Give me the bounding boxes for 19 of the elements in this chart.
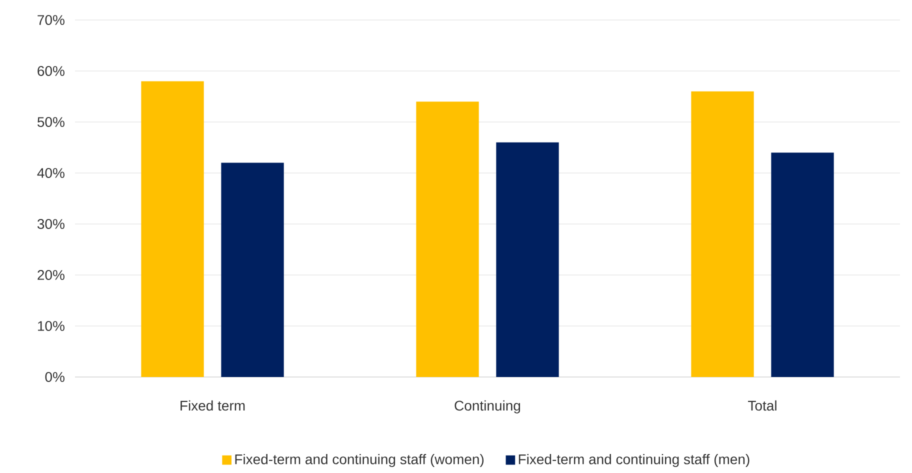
x-tick-label: Continuing — [454, 400, 520, 414]
y-tick-label: 70% — [38, 15, 64, 25]
x-tick-label: Total — [748, 400, 776, 411]
y-tick-label: 20% — [38, 270, 64, 280]
bar — [141, 81, 204, 377]
y-tick-label: 40% — [37, 168, 64, 178]
bar — [496, 142, 559, 377]
y-tick-label: 30% — [37, 219, 64, 229]
legend-label: Fixed-term and continuing staff (women) — [235, 454, 484, 468]
legend-label: Fixed-term and continuing staff (men) — [518, 454, 750, 468]
y-tick-label: 10% — [38, 321, 64, 331]
y-tick-label: 60% — [38, 66, 64, 76]
bar — [771, 152, 834, 377]
y-tick-label: 0% — [45, 372, 64, 382]
bar — [691, 91, 754, 377]
bar — [416, 102, 479, 377]
x-tick-label: Fixed term — [180, 400, 245, 411]
y-tick-label: 50% — [38, 117, 64, 127]
bar — [221, 162, 284, 377]
